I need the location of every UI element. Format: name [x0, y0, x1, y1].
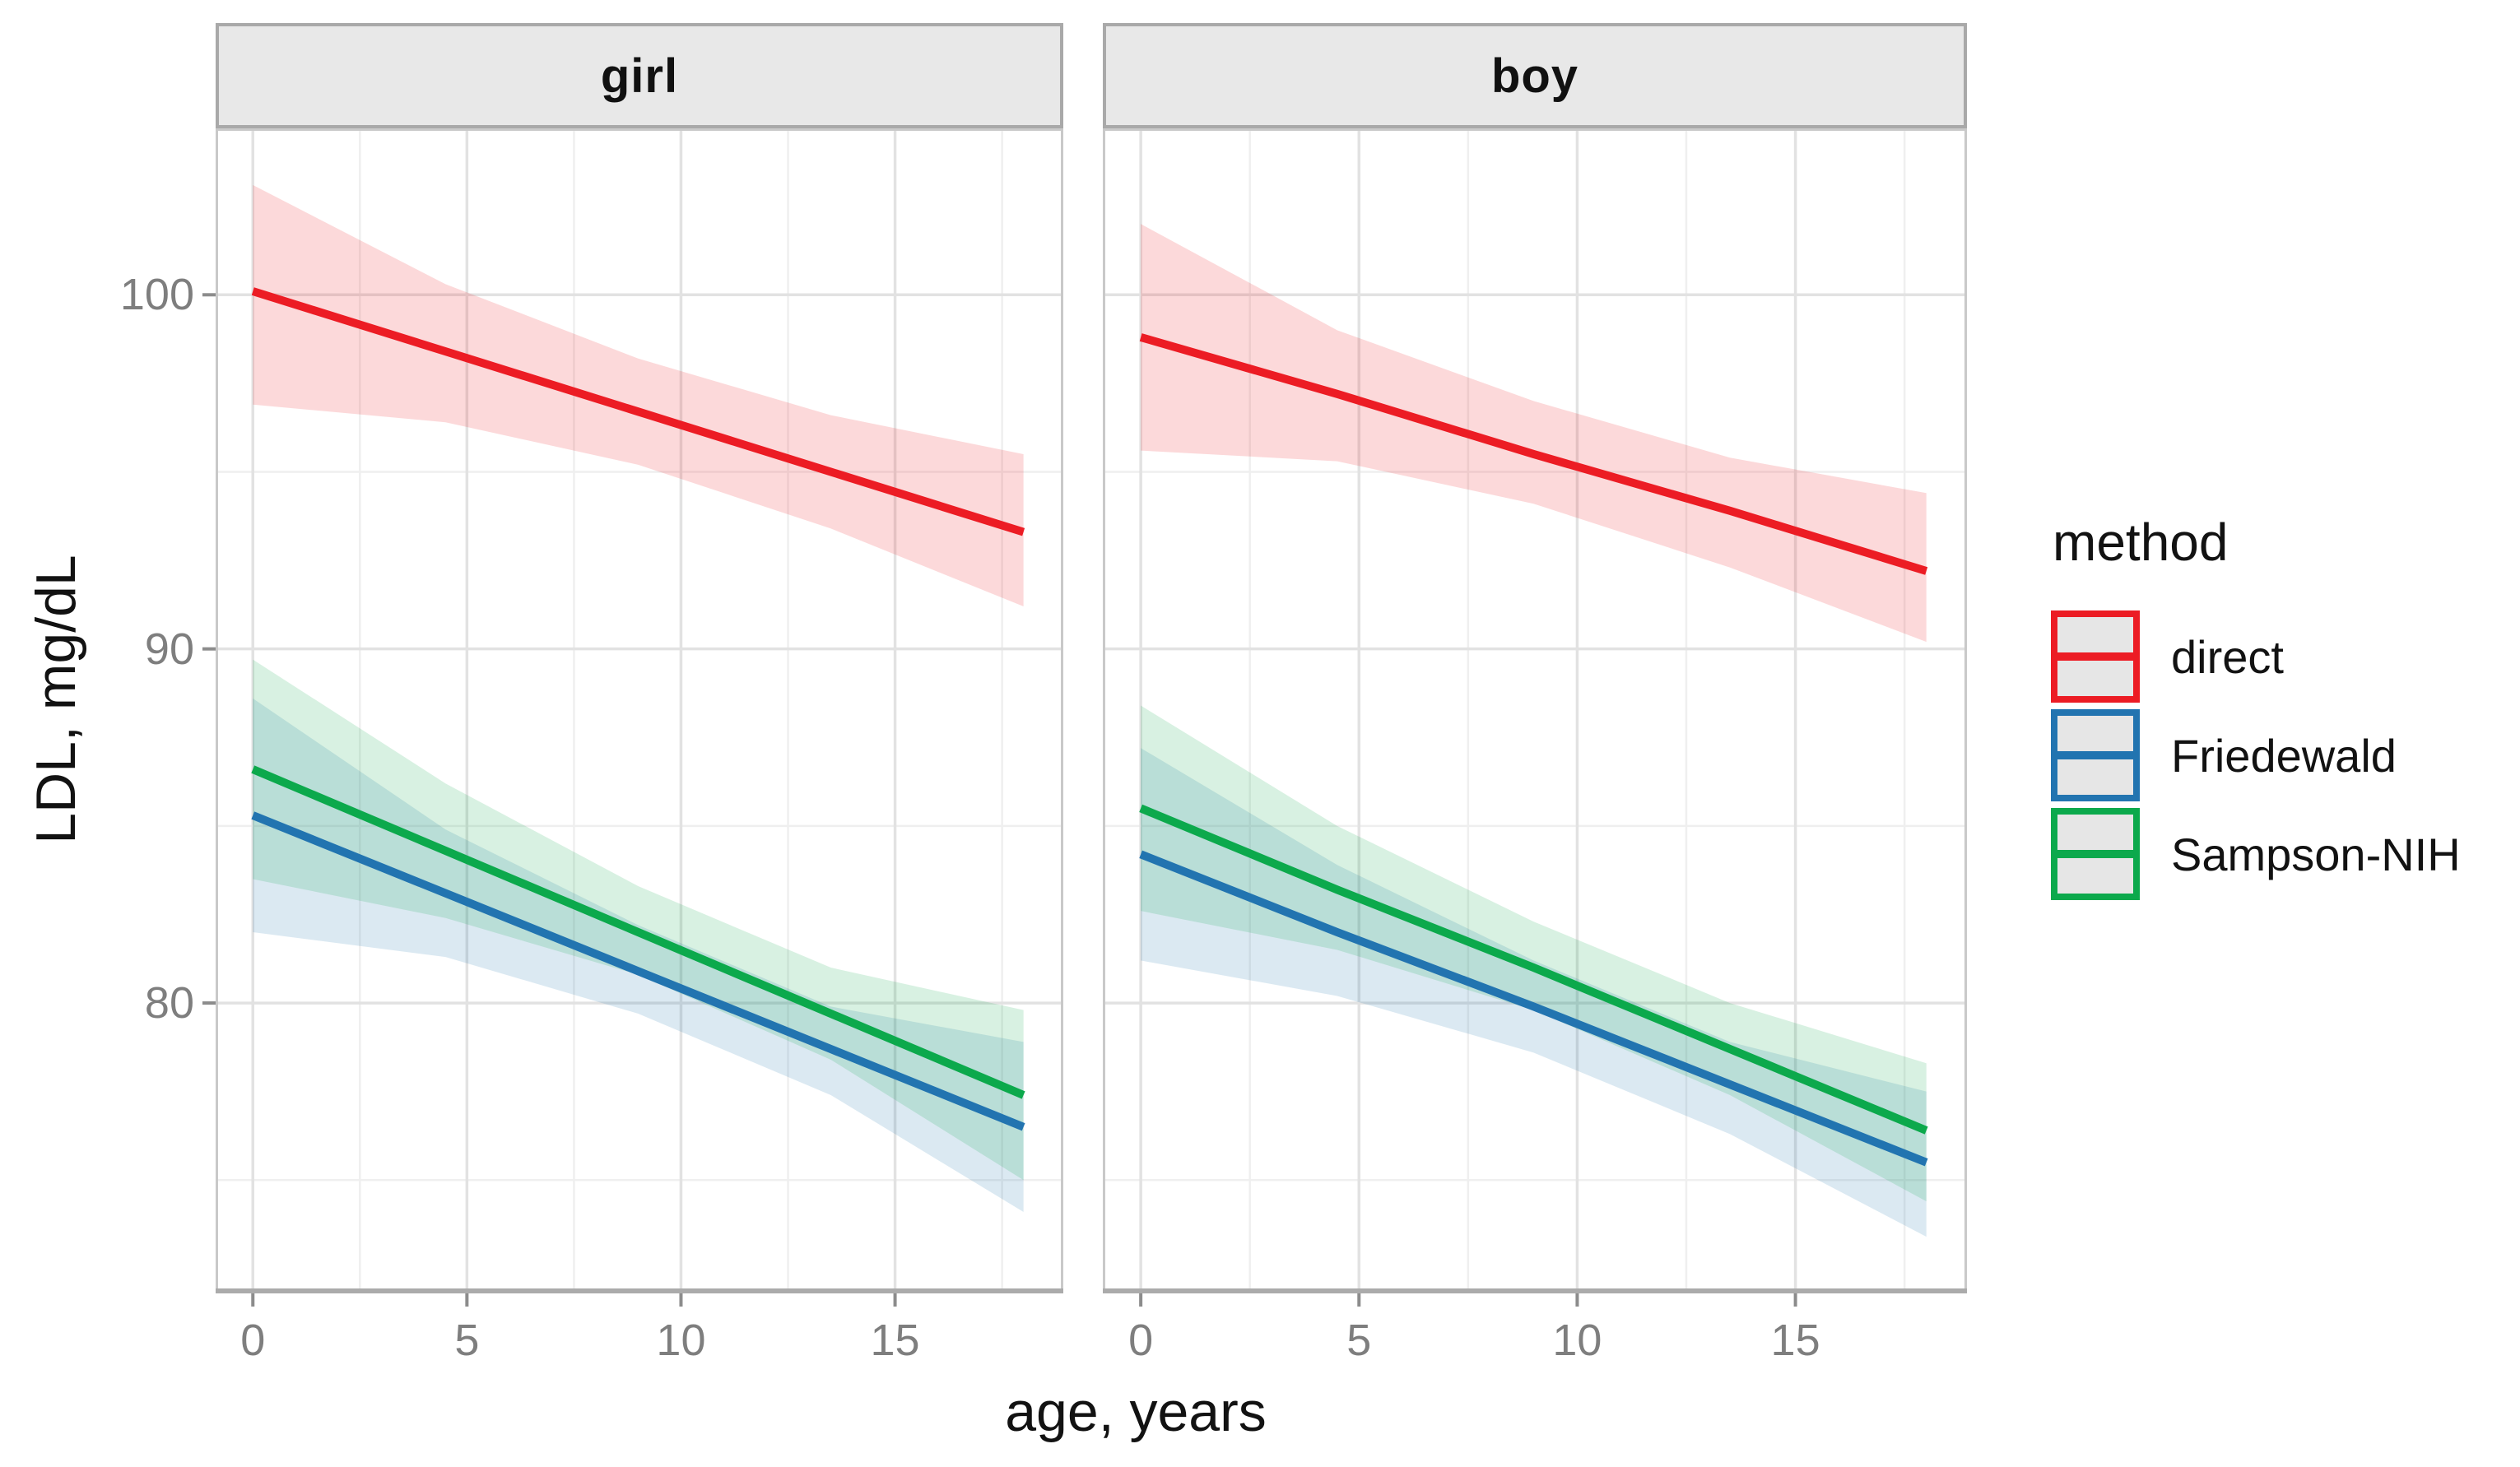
y-tick-label: 90 — [144, 624, 194, 674]
legend-label-friedewald: Friedewald — [2171, 729, 2397, 782]
legend-label-direct: direct — [2171, 630, 2284, 683]
plot-panel-boy — [1103, 128, 1967, 1307]
ci-ribbon-Friedewald — [1141, 748, 1927, 1237]
x-tick-label: 10 — [656, 1316, 706, 1365]
legend-key-line — [2057, 652, 2133, 661]
legend-label-sampson-nih: Sampson-NIH — [2171, 828, 2461, 880]
legend-title: method — [2053, 513, 2229, 572]
facet-label-girl: girl — [600, 49, 679, 103]
ci-ribbon-direct — [1141, 224, 1927, 643]
x-tick-label: 5 — [1346, 1316, 1372, 1365]
facet-label-boy: boy — [1490, 49, 1579, 103]
y-axis-title: LDL, mg/dL — [25, 555, 87, 844]
trend-line-Sampson-NIH — [1139, 804, 1928, 1135]
legend-item-direct: direct — [2051, 610, 2512, 703]
x-tick-label: 5 — [454, 1316, 480, 1365]
y-tick-label: 100 — [119, 270, 194, 320]
legend-item-sampson-nih: Sampson-NIH — [2051, 808, 2512, 900]
ci-ribbon-direct — [253, 184, 1024, 607]
facet-strip-girl: girl — [216, 23, 1063, 128]
legend: method direct Friedewald Sampson-NIH — [2051, 512, 2512, 907]
legend-item-friedewald: Friedewald — [2051, 709, 2512, 801]
x-tick-label: 15 — [1770, 1316, 1820, 1365]
x-tick-label: 15 — [870, 1316, 920, 1365]
ci-ribbon-Sampson-NIH — [1141, 705, 1927, 1202]
trend-line-direct — [1139, 333, 1928, 575]
plot-panel-girl — [202, 128, 1063, 1307]
x-tick-label: 10 — [1552, 1316, 1602, 1365]
legend-key-line — [2057, 751, 2133, 759]
legend-key-direct-icon — [2051, 610, 2140, 703]
legend-key-line — [2057, 850, 2133, 858]
legend-key-friedewald-icon — [2051, 709, 2140, 801]
legend-items: direct Friedewald Sampson-NIH — [2051, 610, 2512, 900]
trend-line-direct — [251, 287, 1025, 536]
trend-line-Friedewald — [1139, 850, 1928, 1167]
facet-strip-boy: boy — [1103, 23, 1967, 128]
trend-line-Sampson-NIH — [251, 765, 1025, 1099]
x-tick-label: 0 — [1128, 1316, 1154, 1365]
trend-line-Friedewald — [251, 811, 1025, 1131]
ci-ribbon-Friedewald — [253, 698, 1024, 1213]
x-axis-title: age, years — [1005, 1381, 1267, 1443]
x-tick-label: 0 — [240, 1316, 266, 1365]
y-tick-label: 80 — [144, 978, 194, 1028]
legend-key-sampson-nih-icon — [2051, 808, 2140, 900]
